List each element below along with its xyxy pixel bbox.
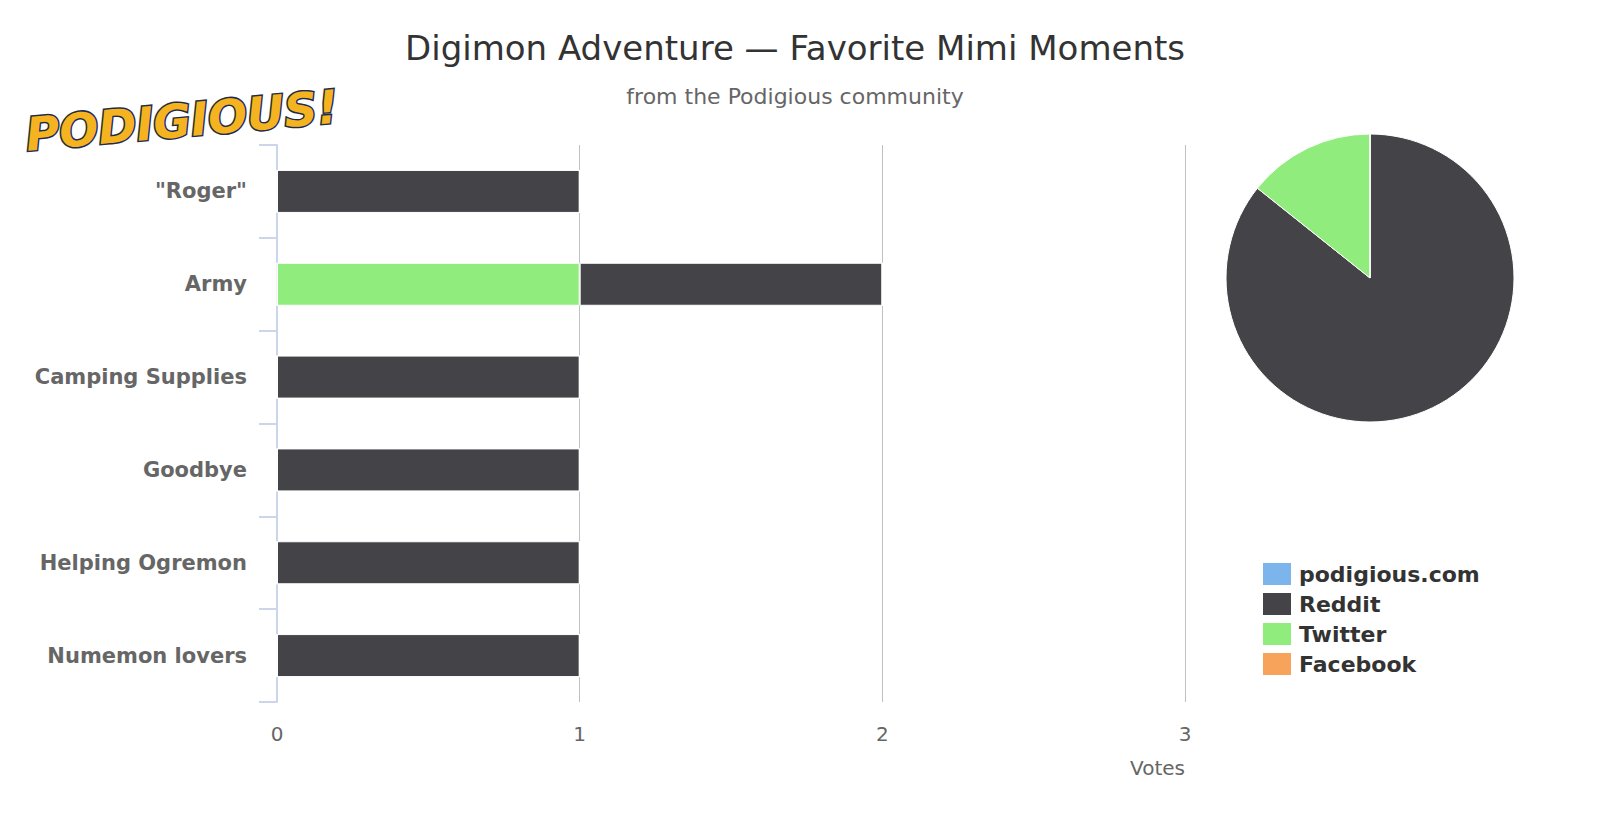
svg-text:Camping Supplies: Camping Supplies [35, 365, 247, 389]
svg-text:2: 2 [876, 722, 889, 746]
svg-text:Reddit: Reddit [1299, 592, 1381, 617]
svg-text:3: 3 [1179, 722, 1192, 746]
svg-text:PODIGIOUS!: PODIGIOUS! [23, 80, 340, 162]
svg-text:Facebook: Facebook [1299, 652, 1418, 677]
svg-text:podigious.com: podigious.com [1299, 562, 1480, 587]
svg-text:Votes: Votes [1130, 756, 1185, 780]
svg-text:Numemon lovers: Numemon lovers [47, 644, 247, 668]
svg-text:"Roger": "Roger" [155, 179, 247, 203]
svg-text:Helping Ogremon: Helping Ogremon [40, 551, 247, 575]
svg-text:Army: Army [185, 272, 247, 296]
svg-text:from the Podigious community: from the Podigious community [626, 84, 963, 109]
svg-text:0: 0 [271, 722, 284, 746]
svg-text:Goodbye: Goodbye [143, 458, 247, 482]
svg-text:1: 1 [573, 722, 586, 746]
svg-text:Digimon Adventure — Favorite M: Digimon Adventure — Favorite Mimi Moment… [405, 28, 1185, 68]
svg-text:Twitter: Twitter [1299, 622, 1386, 647]
